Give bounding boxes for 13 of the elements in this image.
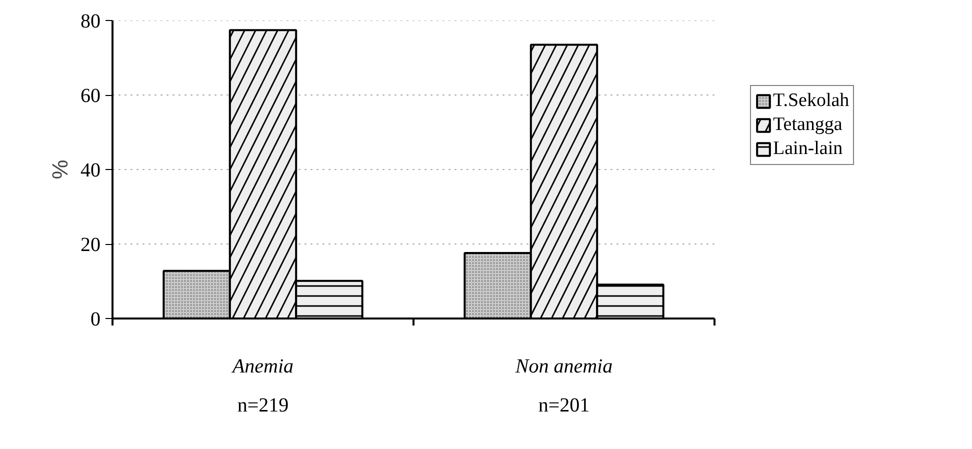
y-tick-label: 40 bbox=[80, 160, 100, 182]
x-tick-label: Anemia bbox=[230, 356, 294, 378]
legend-label: T.Sekolah bbox=[773, 90, 850, 112]
y-tick-label: 60 bbox=[80, 85, 100, 107]
text: n=201 bbox=[538, 394, 590, 416]
y-tick-label: 0 bbox=[90, 308, 100, 330]
legend-label: Lain-lain bbox=[773, 138, 843, 160]
y-axis-title: % bbox=[48, 160, 72, 180]
text: n=219 bbox=[237, 394, 289, 416]
legend-label: Tetangga bbox=[773, 114, 842, 136]
y-tick-label: 80 bbox=[80, 10, 100, 32]
y-tick-label: 20 bbox=[80, 234, 100, 256]
x-tick-label: Non anemia bbox=[514, 356, 613, 378]
